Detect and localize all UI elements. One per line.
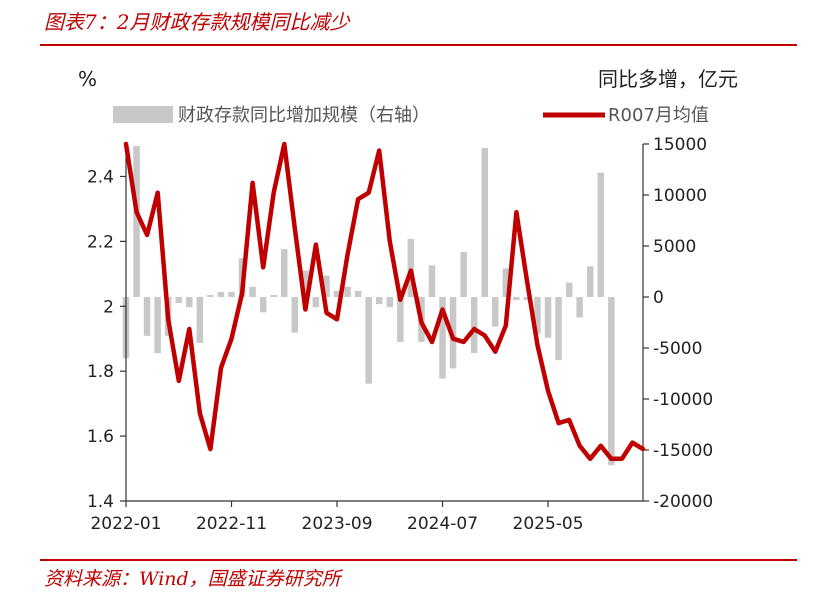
right-tick-label: 10000 <box>653 186 707 206</box>
bar-2024-01 <box>376 297 383 305</box>
bar-2024-04 <box>407 238 415 297</box>
left-tick-label: 2.4 <box>87 167 114 187</box>
left-tick-label: 1.4 <box>87 492 114 512</box>
source-note: 资料来源：Wind，国盛证券研究所 <box>44 568 341 590</box>
bar-2022-08 <box>196 297 204 343</box>
right-tick-label: 5000 <box>653 237 696 257</box>
axes <box>120 143 649 507</box>
legend: 财政存款同比增加规模（右轴） R007月均值 <box>113 105 709 126</box>
bar-2025-11 <box>608 297 615 466</box>
bar-2025-03 <box>523 297 531 301</box>
left-tick-label: 2 <box>103 297 114 317</box>
bar-2024-09 <box>460 252 467 297</box>
bar-2023-07 <box>312 297 320 308</box>
legend-line-label: R007月均值 <box>608 105 709 126</box>
x-tick-label: 2022-11 <box>196 514 267 534</box>
chart: % 同比多增，亿元 财政存款同比增加规模（右轴） R007月均值 1.41.61… <box>78 67 738 534</box>
bar-2023-02 <box>259 297 267 313</box>
bar-2022-10 <box>217 291 225 297</box>
bar-2022-07 <box>186 297 193 308</box>
footer-rule <box>40 559 797 561</box>
bar-2022-02 <box>133 146 140 297</box>
bar-2025-09 <box>587 266 594 297</box>
bar-2025-06 <box>555 297 562 361</box>
bar-2023-04 <box>281 249 288 297</box>
left-tick-label: 1.6 <box>87 427 114 447</box>
bar-2025-05 <box>544 297 552 338</box>
bar-2025-01 <box>502 268 510 297</box>
legend-bar-swatch <box>113 106 173 123</box>
x-tick-label: 2025-05 <box>513 514 584 534</box>
bar-2022-09 <box>207 295 214 297</box>
bar-2022-06 <box>175 297 182 304</box>
figure-title: 图表7：2月财政存款规模同比减少 <box>44 10 350 34</box>
bar-2023-05 <box>291 297 298 333</box>
bar-2025-04 <box>534 297 541 334</box>
right-tick-label: 0 <box>653 288 664 308</box>
bar-2025-08 <box>576 297 583 318</box>
bar-2024-03 <box>397 297 404 342</box>
bar-2023-01 <box>249 286 256 297</box>
right-tick-label: -5000 <box>653 339 702 359</box>
left-tick-label: 2.2 <box>87 232 114 252</box>
right-tick-label: -20000 <box>653 492 713 512</box>
bar-2023-12 <box>365 297 372 384</box>
right-axis-unit: 同比多增，亿元 <box>598 67 738 91</box>
right-tick-label: -15000 <box>653 441 713 461</box>
bar-2023-09 <box>333 290 341 297</box>
x-tick-label: 2023-09 <box>302 514 373 534</box>
bar-2025-10 <box>597 172 604 297</box>
bar-2024-11 <box>481 148 488 297</box>
right-tick-label: 15000 <box>653 135 707 155</box>
bar-2023-06 <box>302 270 309 297</box>
bar-2023-10 <box>344 286 351 297</box>
bar-2024-02 <box>386 297 393 308</box>
tick-labels: 1.4 1.6 1.8 2 2.2 2.4 -20000 -15000 -10000 -5000 0… <box>87 135 713 534</box>
bar-2024-12 <box>492 297 499 327</box>
r007-line <box>123 141 646 462</box>
x-tick-label: 2022-01 <box>90 514 161 534</box>
bar-2022-11 <box>228 291 235 297</box>
bar-2024-06 <box>428 265 436 297</box>
left-axis-unit: % <box>78 67 97 91</box>
bar-2024-10 <box>470 297 478 354</box>
right-tick-label: -10000 <box>653 390 713 410</box>
x-tick-label: 2024-07 <box>407 514 478 534</box>
bar-2023-11 <box>354 290 362 297</box>
bar-2025-07 <box>565 282 573 297</box>
bar-2023-08 <box>323 275 330 297</box>
bar-2023-03 <box>270 295 277 297</box>
bar-2024-07 <box>439 297 446 379</box>
legend-bar-label: 财政存款同比增加规模（右轴） <box>178 105 430 126</box>
title-rule <box>40 44 797 46</box>
bar-2022-03 <box>143 297 151 336</box>
left-tick-label: 1.8 <box>87 362 114 382</box>
bar-2025-02 <box>513 297 520 301</box>
bar-2022-04 <box>154 297 161 354</box>
